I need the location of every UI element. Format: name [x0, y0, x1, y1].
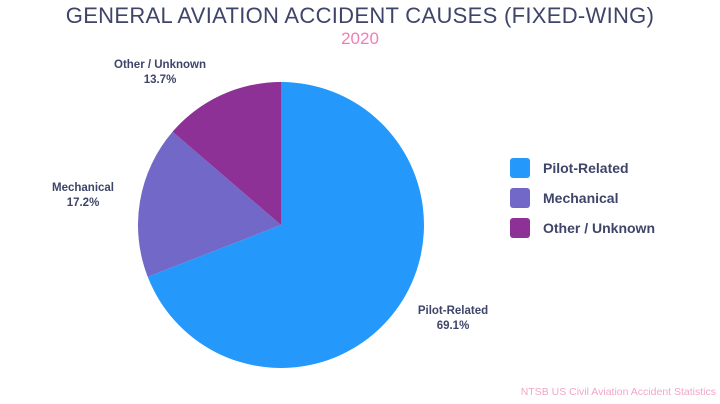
- pie-chart: [138, 82, 424, 368]
- slice-label-name: Mechanical: [52, 182, 114, 194]
- legend-label-other-unknown: Other / Unknown: [543, 220, 655, 236]
- slice-label-pilot-related: Pilot-Related 69.1%: [418, 304, 488, 334]
- slice-label-name: Other / Unknown: [114, 59, 206, 71]
- pie-slice-pilot-related: [147, 82, 424, 368]
- legend-label-pilot-related: Pilot-Related: [543, 160, 629, 176]
- chart-subtitle: 2020: [341, 29, 379, 48]
- legend-swatch-mechanical: [510, 188, 530, 208]
- legend-label-mechanical: Mechanical: [543, 190, 619, 206]
- pie-slice-mechanical: [138, 131, 281, 277]
- slice-label-mechanical: Mechanical 17.2%: [52, 181, 114, 211]
- slice-label-other-unknown: Other / Unknown 13.7%: [114, 58, 206, 88]
- slice-label-value: 13.7%: [143, 74, 177, 86]
- chart-title: GENERAL AVIATION ACCIDENT CAUSES (FIXED-…: [65, 3, 655, 28]
- slice-label-name: Pilot-Related: [417, 305, 489, 317]
- legend-item-mechanical: Mechanical: [510, 188, 655, 208]
- slice-label-value: 69.1%: [436, 320, 470, 332]
- legend-item-pilot-related: Pilot-Related: [510, 158, 655, 178]
- slice-label-value: 17.2%: [66, 197, 100, 209]
- source-note: NTSB US Civil Aviation Accident Statisti…: [520, 386, 716, 398]
- legend: Pilot-Related Mechanical Other / Unknown: [510, 158, 655, 248]
- legend-swatch-pilot-related: [510, 158, 530, 178]
- pie-slice-other-unknown: [172, 82, 281, 225]
- legend-item-other-unknown: Other / Unknown: [510, 218, 655, 238]
- legend-swatch-other-unknown: [510, 218, 530, 238]
